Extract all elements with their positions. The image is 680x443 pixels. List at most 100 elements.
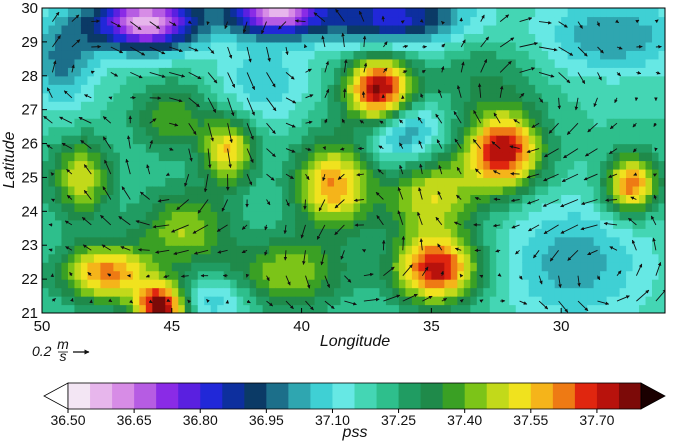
heatmap-cell: [567, 262, 575, 272]
heatmap-cell: [411, 168, 419, 179]
heatmap-cell: [483, 41, 491, 51]
heatmap-cell: [489, 279, 497, 289]
current-vector: [454, 138, 462, 149]
heatmap-cell: [119, 262, 127, 272]
heatmap-cell: [295, 92, 303, 102]
current-vector: [359, 120, 365, 124]
heatmap-cell: [321, 101, 329, 111]
heatmap-cell: [145, 152, 153, 162]
heatmap-cell: [80, 194, 89, 204]
heatmap-cell: [535, 211, 543, 221]
heatmap-cell: [230, 168, 238, 179]
heatmap-cell: [152, 262, 160, 272]
heatmap-cell: [197, 75, 205, 85]
heatmap-cell: [100, 24, 108, 35]
heatmap-cell: [619, 16, 627, 26]
heatmap-cell: [606, 160, 614, 170]
heatmap-cell: [100, 160, 108, 170]
heatmap-cell: [295, 75, 303, 85]
heatmap-cell: [191, 101, 199, 111]
heatmap-cell: [418, 135, 426, 145]
current-vector: [418, 187, 423, 200]
heatmap-cell: [418, 185, 426, 195]
heatmap-cell: [262, 67, 270, 77]
heatmap-cell: [606, 67, 614, 77]
heatmap-cell: [184, 228, 192, 238]
heatmap-cell: [561, 92, 569, 102]
heatmap-cell: [314, 67, 322, 77]
heatmap-cell: [561, 75, 569, 85]
heatmap-cell: [236, 228, 244, 238]
heatmap-cell: [476, 135, 484, 145]
heatmap-cell: [535, 135, 543, 145]
heatmap-cell: [463, 202, 471, 212]
heatmap-cell: [600, 58, 608, 68]
heatmap-cell: [275, 279, 283, 289]
colorbar-under-triangle: [43, 382, 69, 410]
heatmap-cell: [295, 177, 303, 187]
heatmap-cell: [554, 84, 562, 94]
heatmap-cell: [93, 304, 102, 313]
heatmap-cell: [184, 24, 192, 35]
heatmap-cell: [42, 177, 50, 187]
heatmap-cell: [398, 75, 407, 85]
heatmap-cell: [580, 177, 588, 187]
heatmap-cell: [632, 75, 640, 85]
current-vector: [383, 294, 401, 302]
heatmap-cell: [424, 262, 432, 272]
heatmap-cell: [295, 152, 303, 162]
heatmap-cell: [282, 126, 290, 136]
heatmap-cell: [665, 76, 672, 85]
heatmap-cell: [496, 185, 504, 195]
heatmap-cell: [236, 101, 244, 111]
current-vector: [217, 249, 228, 254]
heatmap-cell: [171, 211, 179, 221]
heatmap-cell: [457, 50, 465, 60]
heatmap-cell: [262, 41, 270, 51]
heatmap-cell: [470, 67, 478, 77]
heatmap-cell: [236, 270, 244, 280]
heatmap-cell: [437, 75, 445, 85]
heatmap-cell: [139, 109, 147, 119]
current-vector: [538, 71, 555, 78]
heatmap-cell: [171, 245, 179, 255]
current-vector: [129, 299, 133, 304]
heatmap-cell: [353, 50, 361, 60]
heatmap-cell: [184, 58, 192, 68]
heatmap-cell: [509, 16, 517, 26]
current-vector: [285, 46, 289, 56]
heatmap-cell: [502, 109, 510, 119]
heatmap-cell: [463, 75, 471, 85]
heatmap-cell: [496, 101, 504, 111]
heatmap-cell: [145, 304, 153, 313]
heatmap-cell: [126, 202, 134, 212]
heatmap-cell: [340, 50, 348, 60]
heatmap-cell: [626, 92, 634, 102]
heatmap-cell: [353, 143, 361, 153]
heatmap-cell: [74, 177, 82, 187]
heatmap-cell: [444, 67, 452, 77]
heatmap-cell: [509, 160, 517, 170]
heatmap-cell: [340, 228, 348, 238]
current-vector: [383, 67, 388, 73]
heatmap-cell: [93, 245, 102, 255]
heatmap-cell: [197, 135, 205, 145]
heatmap-cell: [126, 101, 134, 111]
heatmap-cell: [256, 152, 264, 162]
heatmap-cell: [106, 84, 114, 94]
current-vector: [321, 35, 326, 48]
current-vector: [266, 199, 271, 206]
heatmap-cell: [256, 8, 264, 18]
heatmap-cell: [509, 219, 517, 229]
heatmap-cell: [489, 101, 497, 111]
heatmap-cell: [658, 8, 665, 18]
heatmap-cell: [165, 16, 173, 26]
colorbar-tick-label: 36.65: [117, 412, 152, 428]
heatmap-cell: [353, 135, 361, 145]
heatmap-cell: [223, 33, 231, 43]
heatmap-cell: [424, 270, 432, 280]
heatmap-cell: [619, 202, 627, 212]
heatmap-cell: [191, 67, 199, 77]
heatmap-cell: [639, 67, 647, 77]
heatmap-cell: [470, 109, 478, 119]
